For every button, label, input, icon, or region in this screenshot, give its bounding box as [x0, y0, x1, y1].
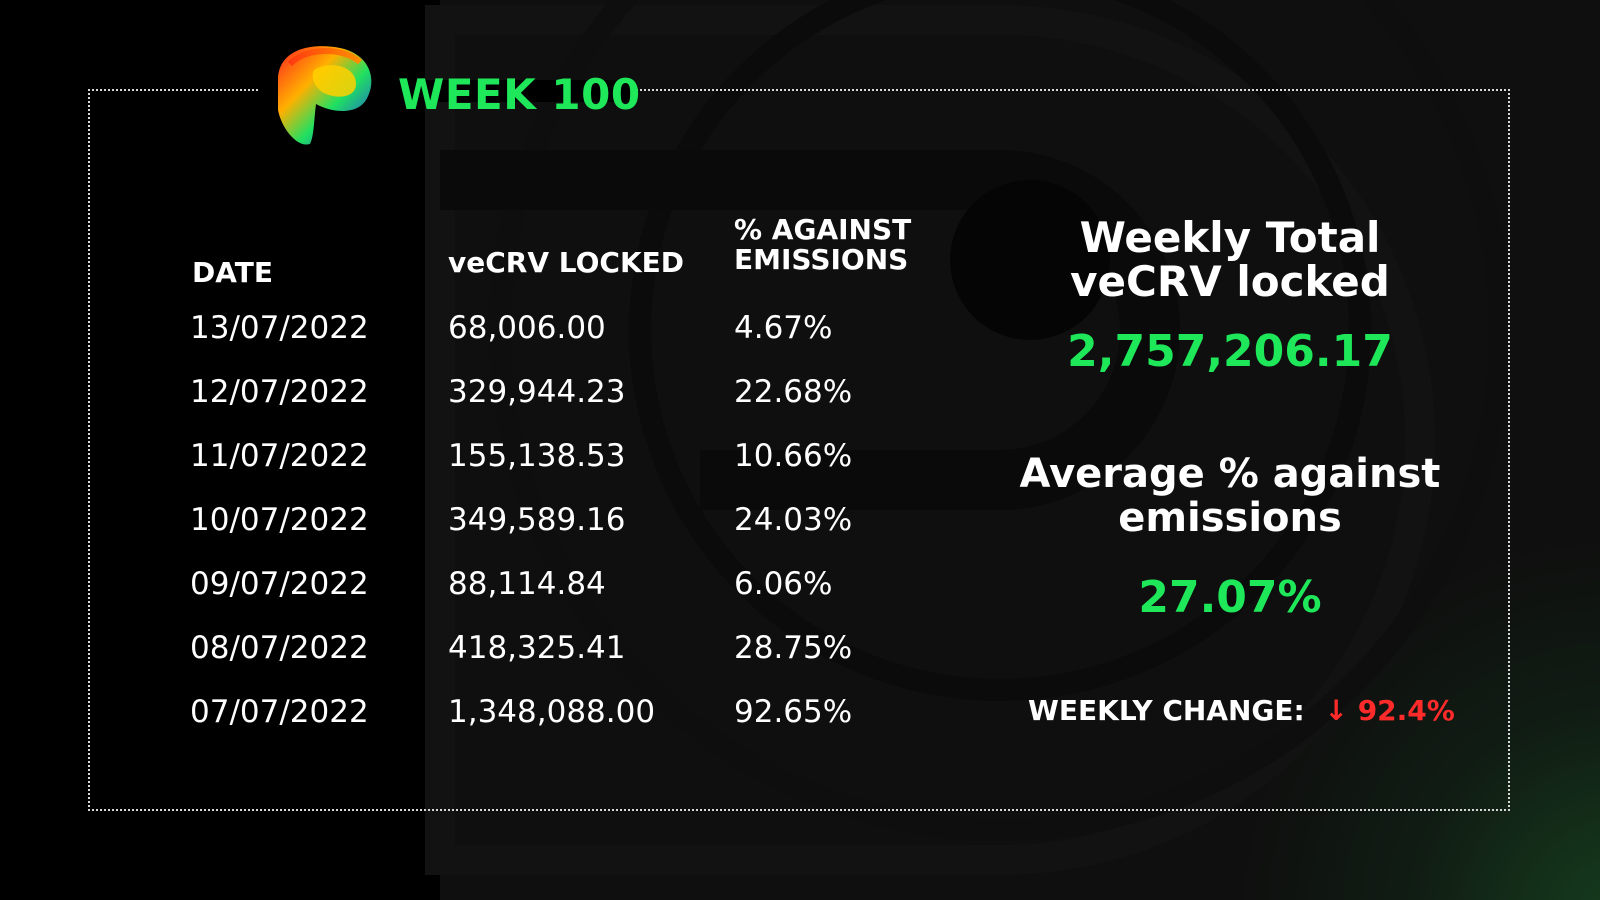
- arrow-down-icon: ↓: [1324, 694, 1348, 727]
- cell-pct-emissions: 28.75%: [734, 630, 853, 666]
- cell-vecrv-locked: 418,325.41: [448, 630, 626, 666]
- cell-date: 11/07/2022: [190, 438, 369, 474]
- average-pct-label-line2: emissions: [1118, 495, 1342, 541]
- cell-pct-emissions: 4.67%: [734, 310, 833, 346]
- cell-vecrv-locked: 155,138.53: [448, 438, 626, 474]
- weekly-change-label: WEEKLY CHANGE:: [1028, 694, 1305, 727]
- cell-vecrv-locked: 349,589.16: [448, 502, 626, 538]
- weekly-total-label-line1: Weekly Total: [1079, 213, 1381, 262]
- average-pct-value: 27.07%: [1138, 572, 1322, 623]
- cell-date: 10/07/2022: [190, 502, 369, 538]
- weekly-total-label: Weekly Total veCRV locked: [1010, 216, 1450, 304]
- weekly-total-label-line2: veCRV locked: [1070, 257, 1390, 306]
- column-header-pct-line2: EMISSIONS: [734, 243, 909, 276]
- week-title: WEEK 100: [398, 70, 641, 119]
- cell-vecrv-locked: 88,114.84: [448, 566, 606, 602]
- weekly-total-value: 2,757,206.17: [1067, 326, 1393, 377]
- cell-date: 13/07/2022: [190, 310, 369, 346]
- average-pct-label: Average % against emissions: [1010, 452, 1450, 540]
- cell-pct-emissions: 6.06%: [734, 566, 833, 602]
- average-pct-label-line1: Average % against: [1019, 451, 1441, 497]
- cell-vecrv-locked: 1,348,088.00: [448, 694, 656, 730]
- cell-pct-emissions: 22.68%: [734, 374, 853, 410]
- cell-pct-emissions: 24.03%: [734, 502, 853, 538]
- column-header-date: DATE: [192, 256, 273, 289]
- cell-date: 07/07/2022: [190, 694, 369, 730]
- cell-vecrv-locked: 68,006.00: [448, 310, 606, 346]
- dotted-frame: [88, 89, 1510, 811]
- cell-pct-emissions: 10.66%: [734, 438, 853, 474]
- column-header-pct-line1: % AGAINST: [734, 213, 912, 246]
- column-header-pct-emissions: % AGAINST EMISSIONS: [734, 215, 911, 275]
- cell-pct-emissions: 92.65%: [734, 694, 853, 730]
- cell-date: 12/07/2022: [190, 374, 369, 410]
- weekly-change: WEEKLY CHANGE: ↓ 92.4%: [1028, 694, 1455, 727]
- cell-vecrv-locked: 329,944.23: [448, 374, 626, 410]
- curve-logo-icon: [278, 46, 372, 145]
- column-header-vecrv-locked: veCRV LOCKED: [448, 246, 685, 279]
- cell-date: 09/07/2022: [190, 566, 369, 602]
- cell-date: 08/07/2022: [190, 630, 369, 666]
- weekly-change-value: 92.4%: [1357, 694, 1455, 727]
